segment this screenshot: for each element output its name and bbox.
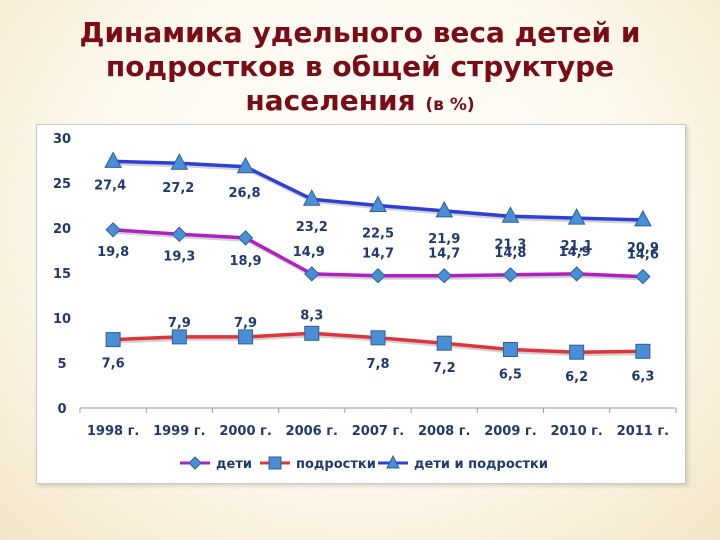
data-label: 21,1 (561, 239, 593, 254)
data-label: 7,6 (102, 357, 125, 372)
data-point-diamond (237, 230, 254, 246)
data-label: 7,9 (168, 316, 191, 331)
data-point-diamond (502, 267, 519, 283)
data-label: 14,8 (494, 246, 526, 261)
title-unit: (в %) (425, 95, 475, 115)
data-label: 14,7 (428, 247, 460, 262)
data-point-square (304, 325, 320, 341)
y-tick-label: 15 (53, 267, 71, 282)
x-tick-label: 2007 г. (352, 424, 404, 439)
data-label: 19,3 (163, 249, 195, 264)
data-label: 22,5 (362, 227, 394, 242)
legend-label: дети и подростки (414, 457, 548, 472)
series-1: 19,8 19,3 18,9 14,9 14,7 14,7 14,8 14,9 14,6 (97, 222, 659, 285)
data-point-square (171, 329, 187, 345)
data-point-diamond (105, 222, 121, 238)
legend-item-1: дети (180, 456, 252, 472)
y-tick-label: 5 (57, 357, 66, 372)
data-point-triangle (501, 206, 520, 223)
legend-marker-diamond (188, 456, 202, 470)
chart-area (36, 124, 686, 484)
data-label: 27,2 (162, 181, 194, 196)
title-line-2: подростков в общей структуре (105, 50, 615, 83)
data-label: 6,2 (565, 370, 588, 385)
data-label: 23,2 (296, 220, 328, 235)
y-tick-label: 25 (53, 177, 71, 192)
x-tick-label: 1999 г. (153, 424, 205, 439)
data-label: 21,9 (428, 232, 460, 247)
x-tick-label: 1998 г. (87, 424, 139, 439)
data-point-triangle (634, 209, 652, 227)
legend-marker-square (268, 456, 282, 470)
data-point-square (238, 329, 254, 345)
data-point-diamond (436, 267, 452, 284)
data-label: 7,9 (234, 316, 257, 331)
data-label: 7,8 (366, 357, 389, 372)
legend-marker-triangle (386, 454, 400, 469)
data-point-triangle (369, 195, 387, 212)
data-label: 6,5 (499, 368, 522, 383)
data-point-square (370, 330, 386, 346)
data-label: 7,2 (433, 361, 456, 376)
data-label: 14,6 (627, 248, 659, 263)
data-point-diamond (370, 267, 386, 284)
title-line-1: Динамика удельного веса детей и (79, 16, 641, 49)
data-label: 21,3 (494, 237, 526, 252)
data-point-triangle (104, 151, 122, 168)
data-point-square (502, 342, 518, 357)
data-point-square (105, 332, 121, 348)
data-point-diamond (171, 226, 188, 243)
data-point-triangle (302, 189, 321, 206)
data-label: 20,9 (627, 241, 659, 256)
legend-item-2: подростки (260, 456, 376, 472)
legend-item-3: дети и подростки (378, 454, 548, 472)
legend-label: подростки (296, 457, 376, 472)
data-label: 14,7 (362, 247, 394, 262)
data-point-diamond (304, 266, 320, 282)
data-point-triangle (236, 156, 255, 174)
data-point-diamond (635, 268, 651, 285)
series-3: 27,4 27,2 26,8 23,2 22,5 21,9 21,3 21,1 20,9 (94, 151, 659, 256)
data-label: 26,8 (229, 186, 261, 201)
data-label: 14,9 (293, 245, 325, 260)
y-tick-label: 0 (57, 402, 66, 417)
data-point-triangle (567, 208, 586, 225)
data-point-triangle (170, 153, 189, 170)
data-point-square (569, 344, 585, 360)
data-label: 18,9 (230, 254, 262, 269)
x-tick-label: 2010 г. (550, 424, 602, 439)
data-label: 27,4 (94, 178, 126, 193)
x-tick-label: 2008 г. (418, 424, 470, 439)
title-line-3: населения (в %) (0, 84, 720, 122)
chart-title: Динамика удельного веса детей и подростк… (0, 16, 720, 122)
data-label: 8,3 (300, 308, 323, 323)
data-point-square (436, 335, 452, 351)
data-point-triangle (435, 200, 454, 218)
legend-label: дети (216, 457, 252, 472)
title-line-3-text: населения (245, 84, 416, 117)
y-tick-label: 10 (53, 312, 71, 327)
data-label: 14,9 (559, 245, 591, 260)
x-tick-label: 2011 г. (617, 424, 669, 439)
y-tick-label: 20 (53, 222, 71, 237)
y-tick-label: 30 (53, 132, 71, 147)
data-point-diamond (568, 266, 585, 282)
data-point-square (635, 343, 651, 359)
data-label: 19,8 (97, 245, 129, 260)
x-tick-label: 2009 г. (484, 424, 536, 439)
x-tick-label: 2006 г. (286, 424, 338, 439)
series-2: 7,6 7,9 7,9 8,3 7,8 7,2 6,5 6,2 6,3 (102, 308, 655, 385)
x-tick-label: 2000 г. (219, 424, 271, 439)
data-label: 6,3 (631, 369, 654, 384)
